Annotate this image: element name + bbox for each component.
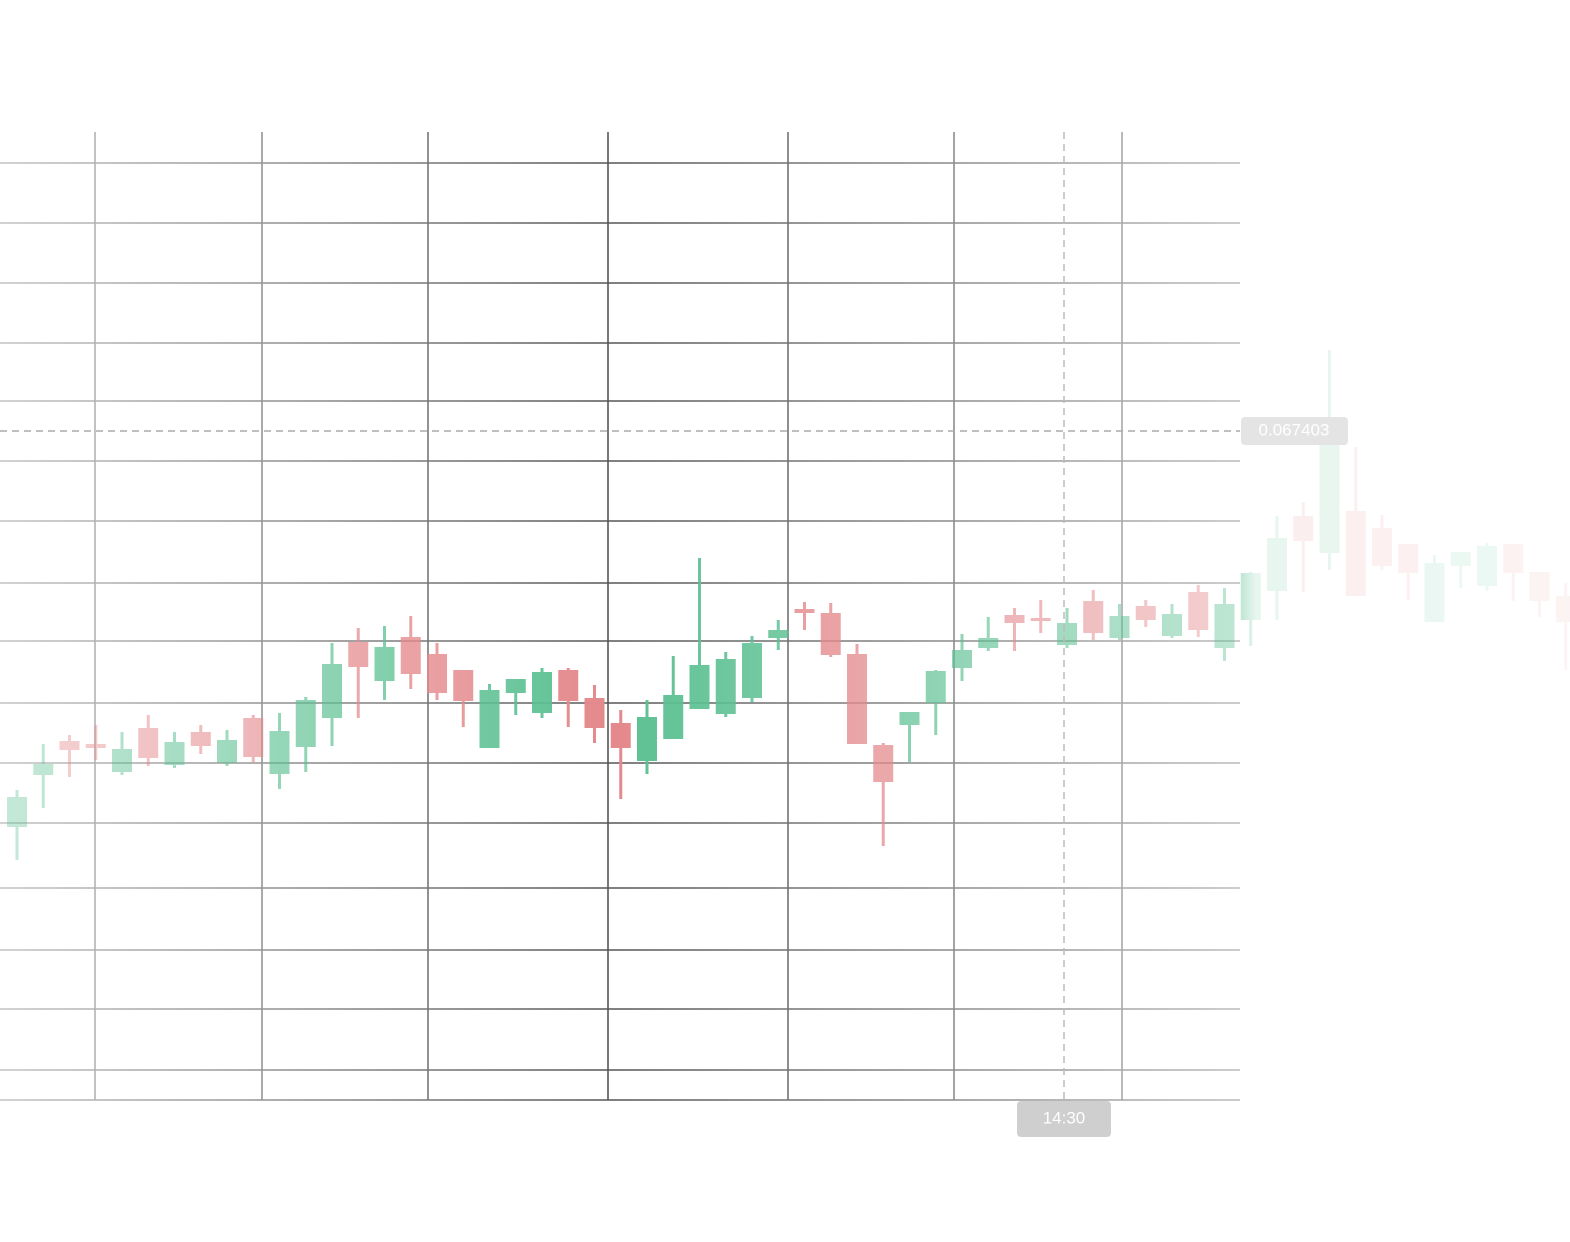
candle-body <box>689 665 710 709</box>
candle-body <box>1345 511 1366 596</box>
candle-body <box>558 670 579 701</box>
candle-body <box>7 797 27 827</box>
candle-body <box>899 712 920 725</box>
candle-body <box>374 647 395 681</box>
candle-body <box>1450 552 1471 566</box>
candle-body <box>1083 601 1104 633</box>
candle-body <box>112 749 132 772</box>
candle-body <box>427 654 447 693</box>
candle-body <box>978 638 999 648</box>
candle-body <box>742 643 762 698</box>
candle-body <box>1030 618 1051 621</box>
candle-body <box>295 700 316 747</box>
candle-body <box>322 664 342 718</box>
candle-body <box>59 741 80 750</box>
candle-body <box>925 671 946 703</box>
candle-body <box>217 740 237 763</box>
candle-body <box>715 659 736 714</box>
candle-body <box>1214 604 1235 648</box>
candle-body <box>584 698 605 728</box>
candle-body <box>505 679 526 693</box>
crosshair: 0.067403 14:30 <box>0 132 1348 1137</box>
candle-body <box>847 654 867 744</box>
grid <box>0 132 1240 1101</box>
candle-body <box>610 723 631 748</box>
candle-body <box>952 650 972 668</box>
candle-body <box>768 630 789 638</box>
candle-body <box>1135 606 1156 620</box>
candle-body <box>1372 528 1392 566</box>
candle-body <box>1424 563 1445 622</box>
candle-body <box>33 764 54 775</box>
candle-body <box>1398 544 1419 573</box>
candle-body <box>453 670 474 701</box>
candle-body <box>400 637 421 674</box>
candle-body <box>873 745 894 782</box>
candle-body <box>138 728 159 758</box>
price-label: 0.067403 <box>1259 420 1330 439</box>
candle-body <box>1240 573 1261 620</box>
time-label: 14:30 <box>1043 1108 1086 1127</box>
candle-body <box>1057 623 1077 645</box>
candle-body <box>1109 616 1130 638</box>
candle-body <box>1319 444 1340 553</box>
candle-body <box>1162 614 1182 636</box>
candle-body <box>269 731 290 774</box>
candle-body <box>243 718 264 757</box>
candle-body <box>820 613 841 655</box>
candle-body <box>637 717 657 761</box>
candle-body <box>1477 546 1497 586</box>
candle-body <box>1503 544 1524 573</box>
candle-body <box>1529 572 1550 601</box>
candle-body <box>348 642 369 667</box>
candle-body <box>190 732 211 746</box>
price-label-box <box>1241 417 1348 445</box>
candle-body <box>479 690 500 748</box>
candles <box>7 350 1570 860</box>
candle-body <box>164 742 185 765</box>
candle-body <box>663 695 684 739</box>
candle-body <box>1293 516 1314 541</box>
candle-body <box>1555 596 1570 622</box>
candle-body <box>1004 615 1025 623</box>
time-label-box <box>1017 1101 1111 1137</box>
candle-body <box>794 609 815 613</box>
candle-body <box>1267 538 1287 591</box>
candle-body <box>85 744 106 748</box>
candle-body <box>532 672 552 713</box>
candle-body <box>1188 592 1209 630</box>
